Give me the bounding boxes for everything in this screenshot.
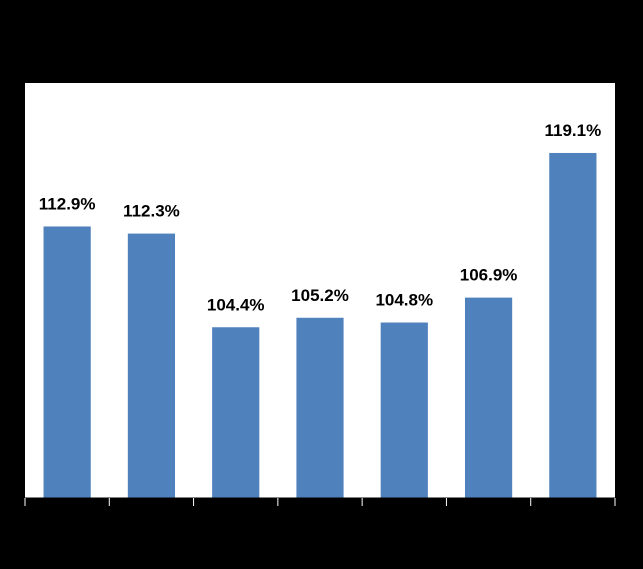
bar xyxy=(296,317,344,498)
bar xyxy=(464,297,513,498)
bar xyxy=(127,233,176,499)
bar xyxy=(212,327,260,498)
data-label: 106.9% xyxy=(460,266,518,285)
data-label: 119.1% xyxy=(544,121,601,140)
data-label: 104.8% xyxy=(375,291,433,310)
data-label: 112.3% xyxy=(123,202,180,221)
data-label: 105.2% xyxy=(291,286,349,305)
data-label: 104.4% xyxy=(207,295,265,314)
bar xyxy=(549,152,597,498)
bar xyxy=(43,226,91,498)
bar xyxy=(380,322,428,498)
data-label: 112.9% xyxy=(39,194,96,213)
